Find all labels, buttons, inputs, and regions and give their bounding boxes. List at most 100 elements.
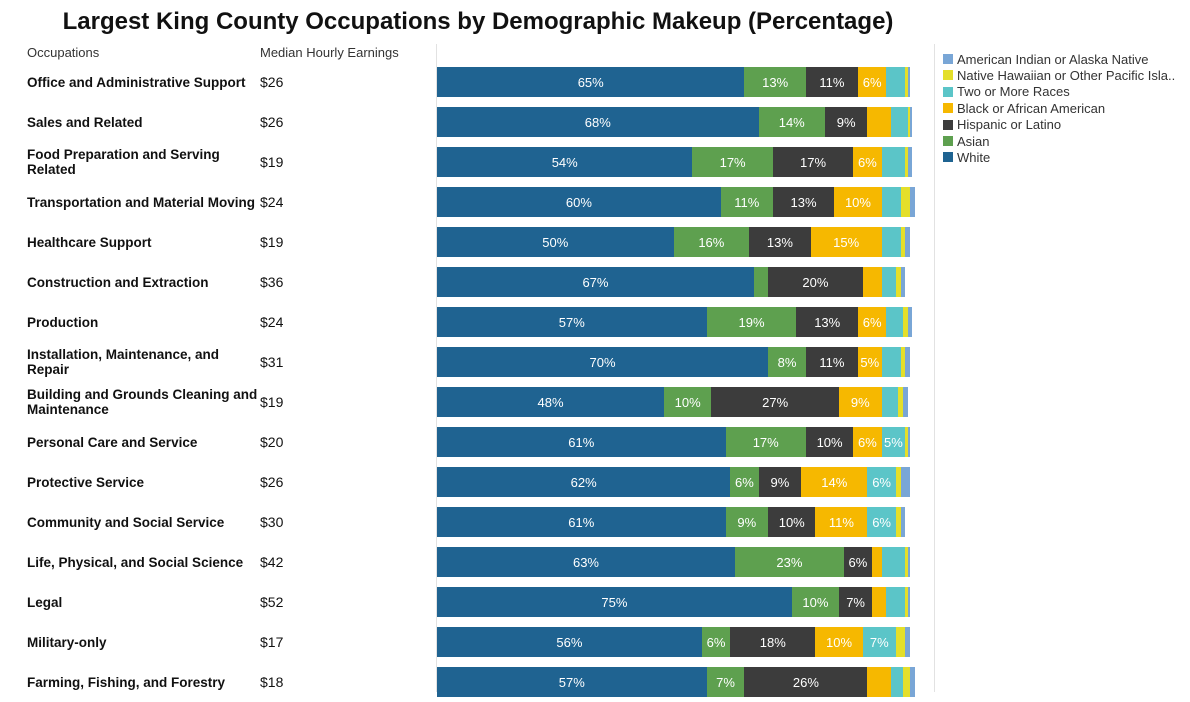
bar-segment: 26% [744, 667, 868, 697]
bar-segment [910, 667, 915, 697]
bar-segment [862, 267, 882, 297]
bar-segment: 14% [758, 107, 825, 137]
value-label: 13% [814, 314, 841, 330]
separator [436, 44, 437, 692]
value-label: 17% [719, 154, 746, 170]
bar-segment [907, 147, 913, 177]
value-label: 19% [738, 314, 765, 330]
legend-label: Asian [957, 133, 990, 149]
bar-segment [872, 587, 887, 617]
bar-segment [900, 267, 906, 297]
value-label: 6% [872, 514, 891, 530]
legend-label: American Indian or Alaska Native [957, 51, 1149, 67]
bar-segment [902, 387, 908, 417]
category-label: Community and Social Service [27, 514, 225, 530]
value-label: 5% [860, 354, 880, 370]
bar-segment: 56% [437, 627, 702, 657]
bar-segment: 16% [673, 227, 750, 257]
earnings-label: $42 [260, 554, 284, 570]
value-label: 9% [850, 394, 870, 410]
bar-segment [902, 307, 908, 337]
value-label: 48% [537, 394, 564, 410]
value-label: 75% [601, 594, 628, 610]
value-label: 15% [833, 234, 860, 250]
bar-segment: 20% [768, 267, 863, 297]
bar-segment [900, 227, 906, 257]
bar-segment: 8% [768, 347, 806, 377]
legend-item: Hispanic or Latino [943, 117, 1061, 133]
bar-segment: 62% [437, 467, 731, 497]
legend-item: Black or African American [943, 100, 1105, 116]
value-label: 61% [568, 514, 595, 530]
bar-segment [867, 667, 892, 697]
category-label: Personal Care and Service [27, 434, 198, 450]
bar-segment: 6% [857, 307, 887, 337]
bar-segment: 13% [772, 187, 835, 217]
bar-segment: 10% [664, 387, 712, 417]
bar-segment [905, 347, 910, 377]
value-label: 10% [844, 194, 871, 210]
value-label: 60% [565, 194, 592, 210]
value-label: 10% [816, 434, 843, 450]
legend-item: American Indian or Alaska Native [943, 51, 1148, 67]
bar-segment [867, 107, 892, 137]
bar-segment [881, 267, 896, 297]
earnings-label: $52 [260, 594, 284, 610]
legend-item: Asian [943, 133, 990, 149]
value-label: 10% [826, 634, 853, 650]
legend-swatch [943, 136, 953, 146]
category-label: Sales and Related [27, 114, 143, 130]
value-label: 9% [737, 514, 757, 530]
bar-segment [905, 67, 908, 97]
category-label: Production [27, 314, 99, 330]
value-label: 6% [735, 474, 754, 490]
bar-segment: 13% [744, 67, 806, 97]
value-label: 11% [819, 354, 845, 370]
value-label: 26% [792, 674, 819, 690]
value-label: 6% [862, 314, 882, 330]
earnings-label: $26 [260, 114, 284, 130]
value-label: 11% [819, 74, 845, 90]
value-label: 10% [802, 594, 829, 610]
legend-label: Hispanic or Latino [957, 117, 1062, 133]
value-label: 10% [778, 514, 805, 530]
value-label: 65% [577, 74, 604, 90]
value-label: 13% [766, 234, 793, 250]
earnings-label: $31 [260, 354, 284, 370]
bar-segment [891, 667, 903, 697]
value-label: 14% [778, 114, 805, 130]
bar-segment [886, 587, 906, 617]
bar-segment: 70% [437, 347, 769, 377]
bar-segment: 17% [725, 427, 806, 457]
value-label: 14% [821, 474, 848, 490]
value-label: 6% [862, 74, 882, 90]
bar-segment: 9% [725, 507, 769, 537]
bar-segment: 65% [437, 67, 745, 97]
bar-segment: 5% [857, 347, 882, 377]
bar-segment: 63% [437, 547, 735, 577]
legend-swatch [943, 54, 953, 64]
bar-segment [872, 547, 882, 577]
bar-segment [900, 507, 906, 537]
value-label: 7% [716, 674, 735, 690]
value-label: 54% [551, 154, 578, 170]
value-label: 62% [570, 474, 597, 490]
value-label: 68% [584, 114, 611, 130]
bar-segment: 6% [730, 467, 759, 497]
earnings-label: $24 [260, 194, 284, 210]
bar-segment [910, 187, 915, 217]
value-label: 63% [572, 554, 599, 570]
bar-segment: 11% [805, 347, 858, 377]
bar-segment [881, 227, 901, 257]
legend-label: White [957, 149, 991, 165]
value-label: 17% [800, 154, 827, 170]
earnings-label: $26 [260, 74, 284, 90]
bar-segment [881, 187, 901, 217]
category-label: Transportation and Material Moving [27, 194, 256, 210]
bar-segment: 6% [867, 507, 896, 537]
bar-segment: 61% [437, 507, 726, 537]
bar-segment: 10% [791, 587, 840, 617]
earnings-label: $30 [260, 514, 284, 530]
value-label: 9% [770, 474, 790, 490]
bar-segment [905, 547, 908, 577]
